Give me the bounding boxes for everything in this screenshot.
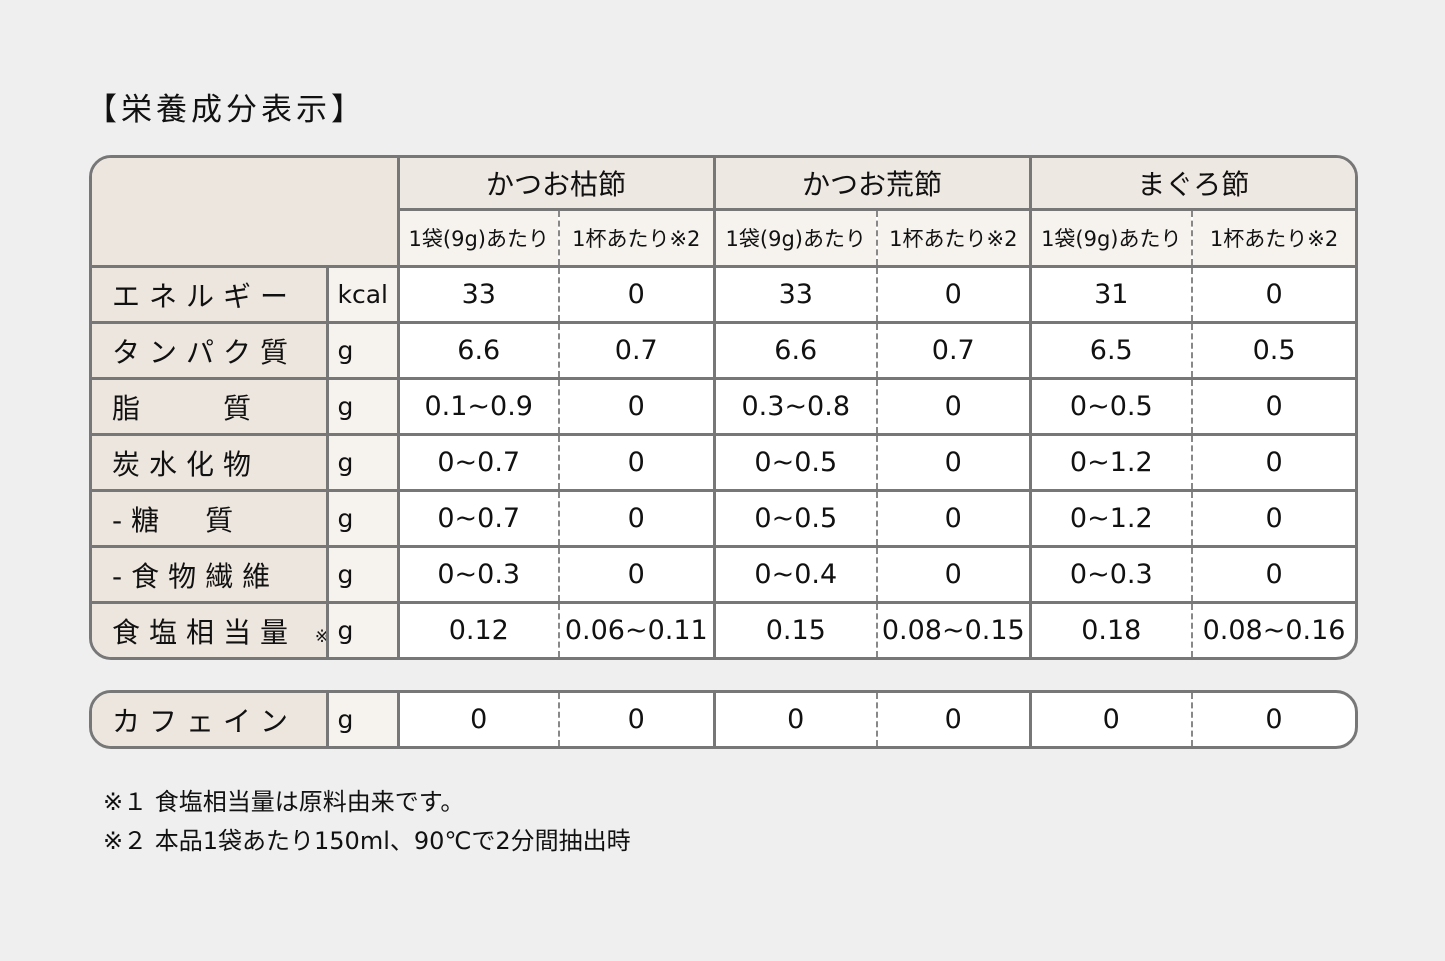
value-cell: 0~0.3 [1028,545,1194,604]
value-cell: 33 [712,265,879,324]
nutrient-name: タンパク質 [112,335,298,369]
value-cell: 0 [559,377,716,436]
value-cell: 6.5 [1028,321,1194,380]
nutrition-table: かつお枯節 かつお荒節 まぐろ節 1袋(9g)あたり 1杯あたり※2 1袋(9g)あたり 1… [89,155,1358,660]
table-row: 脂 質 g 0.1~0.9 0 0.3~0.8 0 0~0.5 0 [92,377,1355,436]
value-cell: 0 [1265,704,1283,735]
value-cell: 0 [559,265,716,324]
value-cell: 0 [1192,489,1355,548]
value-cell: 0 [1192,377,1355,436]
footnote-1: ※１ 食塩相当量は原料由来です。 [103,788,465,816]
page-title: 【栄養成分表示】 [86,92,366,128]
value-cell: 0.7 [877,321,1032,380]
serving-header: 1袋(9g)あたり [712,208,879,268]
serving-header: 1袋(9g)あたり [398,208,560,268]
value-cell: 0~0.4 [712,545,879,604]
footnote-2: ※２ 本品1袋あたり150ml、90℃で2分間抽出時 [103,827,631,855]
value-cell: 6.6 [712,321,879,380]
nutrient-note: ※1 [315,627,324,647]
value-cell: 0 [877,265,1032,324]
nutrient-label: タンパク質 [92,321,329,380]
nutrient-label: エネルギー [92,265,329,324]
unit-cell: g [325,601,400,657]
value-cell: 0 [877,545,1032,604]
unit-cell: g [325,377,400,436]
nutrient-label: 食塩相当量 ※1 [92,601,329,657]
value-cell: 0~0.5 [712,433,879,492]
serving-header: 1袋(9g)あたり [1028,208,1194,268]
nutrient-label: カフェイン [92,693,329,746]
caffeine-table: カフェイン g 0 0 0 0 0 0 [89,690,1358,749]
table-row: エネルギー kcal 33 0 33 0 31 0 [92,265,1355,324]
table-row: 食塩相当量 ※1g0.120.06~0.110.150.08~0.150.180… [92,601,1355,657]
value-cell: 0~1.2 [1028,433,1194,492]
value-cell: 0~0.5 [1028,377,1194,436]
serving-header: 1杯あたり※2 [877,208,1032,268]
value-cell: 0~0.7 [396,489,560,548]
table-row: タンパク質 g 6.6 0.7 6.6 0.7 6.5 0.5 [92,321,1355,380]
unit-cell: g [325,321,400,380]
table-row: -糖 質 g 0~0.7 0 0~0.5 0 0~1.2 0 [92,489,1355,548]
value-cell: 0 [1192,433,1355,492]
product-header: かつお枯節 [396,158,716,211]
value-cell: 0 [877,489,1032,548]
value-cell: 0.1~0.9 [396,377,560,436]
value-cell: 0~0.5 [712,489,879,548]
value-cell: 0 [877,693,1032,746]
value-cell: 0 [877,377,1032,436]
nutrient-name: カフェイン [112,704,298,738]
table-row: 炭水化物 g 0~0.7 0 0~0.5 0 0~1.2 0 [92,433,1355,492]
unit-cell: g [325,489,400,548]
nutrient-label: -糖 質 [92,489,329,548]
value-cell: 0 [1028,693,1193,746]
unit-cell: g [325,433,400,492]
serving-header: 1杯あたり※2 [559,208,716,268]
value-cell: 0.08~0.16 [1192,601,1355,657]
nutrient-name: -食物繊維 [112,559,280,593]
value-cell: 0.18 [1028,601,1194,657]
value-cell: 0 [559,433,716,492]
value-cell: 0.06~0.11 [559,601,716,657]
value-cell: 0 [396,693,560,746]
nutrient-label: 脂 質 [92,377,329,436]
nutrient-name: 脂 質 [112,391,261,425]
product-header: まぐろ節 [1028,158,1355,211]
nutrient-name: 食塩相当量 [112,615,298,649]
value-cell: 0.12 [396,601,560,657]
nutrient-label: 炭水化物 [92,433,329,492]
unit-cell: g [325,545,400,604]
value-cell: 0.15 [712,601,879,657]
value-cell: 0 [559,545,716,604]
value-cell: 31 [1028,265,1194,324]
value-cell: 0 [1192,265,1355,324]
header-corner [92,158,400,268]
value-cell: 0 [877,433,1032,492]
value-cell: 0~0.3 [396,545,560,604]
serving-header: 1杯あたり※2 [1192,208,1355,268]
value-cell: 0.7 [559,321,716,380]
nutrient-name: 炭水化物 [112,447,261,481]
table-row: -食物繊維 g 0~0.3 0 0~0.4 0 0~0.3 0 [92,545,1355,604]
nutrient-name: エネルギー [112,279,298,313]
unit-cell: kcal [325,265,400,324]
value-cell: 0 [559,693,716,746]
table-row: カフェイン g 0 0 0 0 0 0 [92,693,1355,746]
value-cell: 0 [559,489,716,548]
value-cell: 33 [396,265,560,324]
nutrient-label: -食物繊維 [92,545,329,604]
value-cell: 0.3~0.8 [712,377,879,436]
unit-cell: g [325,693,400,746]
value-cell: 6.6 [396,321,560,380]
value-cell: 0 [1192,545,1355,604]
value-cell: 0 [712,693,878,746]
value-cell: 0.08~0.15 [877,601,1032,657]
value-cell: 0~0.7 [396,433,560,492]
value-cell: 0.5 [1192,321,1355,380]
value-cell: 0~1.2 [1028,489,1194,548]
nutrient-name: -糖 質 [112,503,243,537]
product-header: かつお荒節 [712,158,1032,211]
